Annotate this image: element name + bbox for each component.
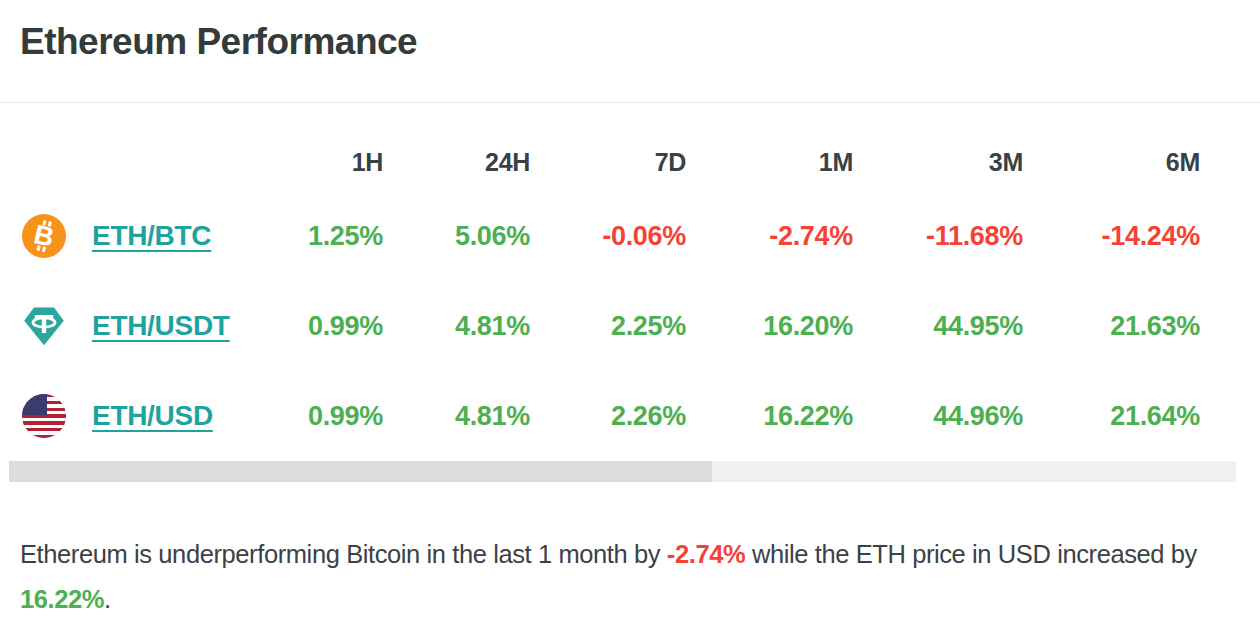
table-row: B ETH/BTC 1.25%5.06%-0.06%-2.74%-11.68%-… <box>20 191 1200 281</box>
value-eth-usdt-24h: 4.81% <box>383 311 530 342</box>
pair-link-eth-usdt[interactable]: ETH/USDT <box>92 310 230 342</box>
table-header-row: 1H24H7D1M3M6M <box>20 103 1200 191</box>
value-eth-usdt-7d: 2.25% <box>530 311 686 342</box>
value-eth-usd-1h: 0.99% <box>260 401 383 432</box>
value-eth-usd-1m: 16.22% <box>686 401 853 432</box>
value-eth-usd-6m: 21.64% <box>1023 401 1200 432</box>
value-eth-btc-24h: 5.06% <box>383 221 530 252</box>
horizontal-scrollbar-thumb[interactable] <box>9 461 712 482</box>
summary-text: . <box>104 585 111 613</box>
value-eth-btc-1h: 1.25% <box>260 221 383 252</box>
column-header-3m: 3M <box>853 148 1023 191</box>
title-bar: Ethereum Performance <box>0 0 1260 64</box>
column-header-6m: 6M <box>1023 148 1200 191</box>
pair-cell: B ETH/BTC <box>20 214 260 258</box>
table-body: B ETH/BTC 1.25%5.06%-0.06%-2.74%-11.68%-… <box>20 191 1200 461</box>
usd-flag-icon <box>22 394 66 438</box>
performance-table: 1H24H7D1M3M6M B ETH/BTC 1.25%5.06%-0.06%… <box>20 103 1200 461</box>
column-header-24h: 24H <box>383 148 530 191</box>
table-row: ETH/USD 0.99%4.81%2.26%16.22%44.96%21.64… <box>20 371 1200 461</box>
pair-link-eth-btc[interactable]: ETH/BTC <box>92 220 211 252</box>
value-eth-usd-24h: 4.81% <box>383 401 530 432</box>
summary-highlight-up: 16.22% <box>20 585 104 613</box>
column-header-1m: 1M <box>686 148 853 191</box>
value-eth-usdt-1m: 16.20% <box>686 311 853 342</box>
pair-cell: ETH/USDT <box>20 304 260 348</box>
value-eth-usd-7d: 2.26% <box>530 401 686 432</box>
value-eth-usdt-3m: 44.95% <box>853 311 1023 342</box>
value-eth-btc-6m: -14.24% <box>1023 221 1200 252</box>
column-header-1h: 1H <box>260 148 383 191</box>
summary-text: while the ETH price in USD increased by <box>745 540 1197 568</box>
summary-text: Ethereum is underperforming Bitcoin in t… <box>20 540 667 568</box>
table-row: ETH/USDT 0.99%4.81%2.25%16.20%44.95%21.6… <box>20 281 1200 371</box>
value-eth-usd-3m: 44.96% <box>853 401 1023 432</box>
column-header-7d: 7D <box>530 148 686 191</box>
summary-highlight-down: -2.74% <box>667 540 745 568</box>
tether-icon <box>22 304 66 348</box>
pair-cell: ETH/USD <box>20 394 260 438</box>
value-eth-btc-1m: -2.74% <box>686 221 853 252</box>
performance-summary-text: Ethereum is underperforming Bitcoin in t… <box>20 532 1220 622</box>
ethereum-performance-widget: Ethereum Performance 1H24H7D1M3M6M B ETH… <box>0 0 1260 633</box>
page-title: Ethereum Performance <box>20 20 1240 64</box>
bitcoin-icon: B <box>22 214 66 258</box>
pair-link-eth-usd[interactable]: ETH/USD <box>92 400 213 432</box>
value-eth-usdt-6m: 21.63% <box>1023 311 1200 342</box>
horizontal-scrollbar-track[interactable] <box>9 461 1236 482</box>
value-eth-btc-3m: -11.68% <box>853 221 1023 252</box>
value-eth-usdt-1h: 0.99% <box>260 311 383 342</box>
value-eth-btc-7d: -0.06% <box>530 221 686 252</box>
